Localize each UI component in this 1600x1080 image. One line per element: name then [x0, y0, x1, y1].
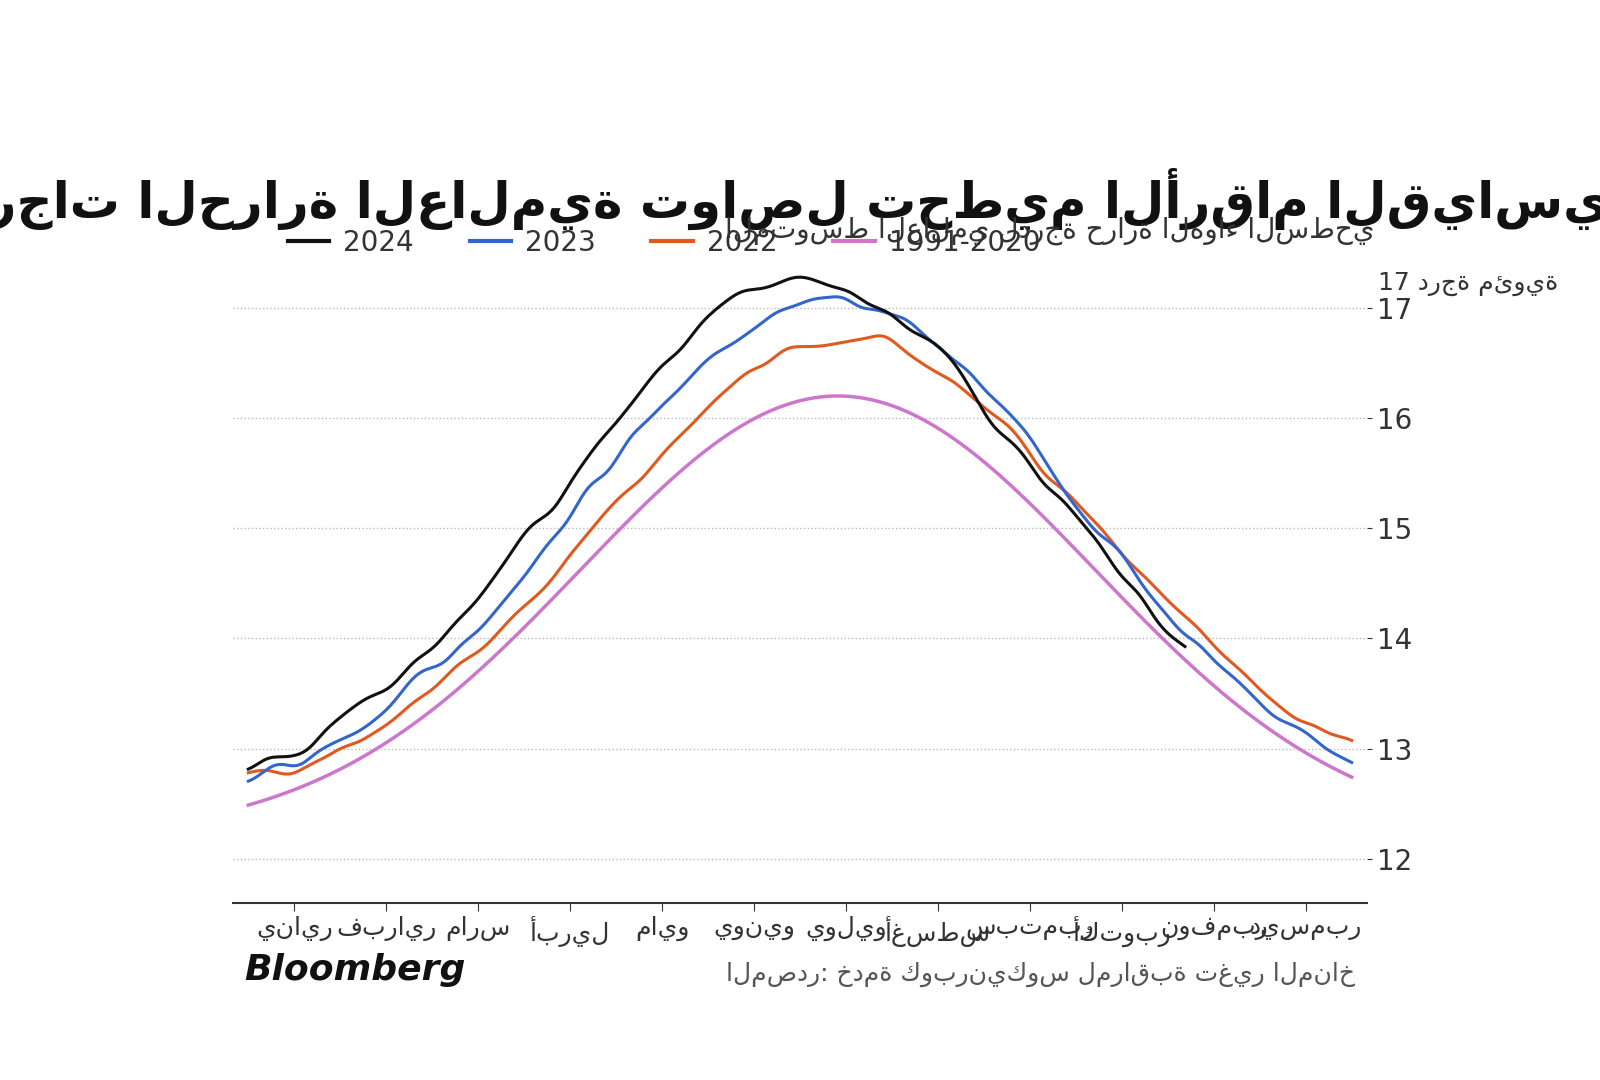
Text: Bloomberg: Bloomberg — [245, 954, 466, 987]
Legend: 2024, 2023, 2022, 1991-2020: 2024, 2023, 2022, 1991-2020 — [277, 218, 1051, 268]
Text: 17 درجة مئوية: 17 درجة مئوية — [1378, 272, 1558, 296]
Text: المتوسط العالمي لدرجة حرارة الهواء السطحي: المتوسط العالمي لدرجة حرارة الهواء السطح… — [725, 217, 1374, 245]
Text: درجات الحرارة العالمية تواصل تحطيم الأرقام القياسية: درجات الحرارة العالمية تواصل تحطيم الأرق… — [0, 168, 1600, 230]
Text: المصدر: خدمة كوبرنيكوس لمراقبة تغير المناخ: المصدر: خدمة كوبرنيكوس لمراقبة تغير المن… — [726, 962, 1355, 987]
